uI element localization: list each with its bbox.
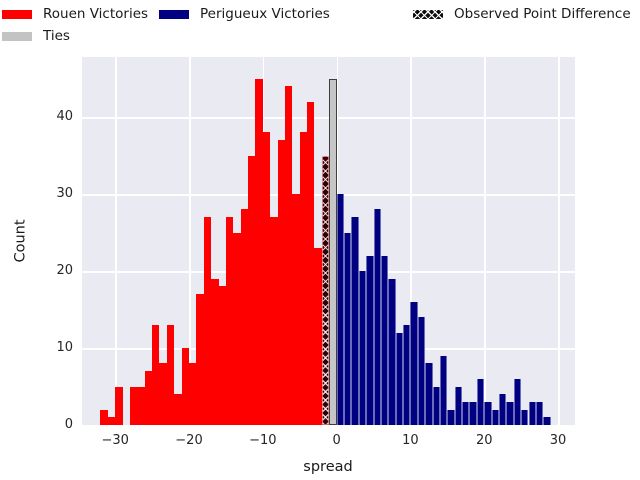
bar-perigueux <box>513 378 522 425</box>
bar-rouen <box>211 278 219 425</box>
gridline-vertical <box>115 57 117 425</box>
bar-perigueux <box>454 386 463 425</box>
bar-rouen <box>115 386 123 425</box>
y-tick-label: 0 <box>64 417 73 432</box>
bar-perigueux <box>351 217 359 425</box>
gridline-vertical <box>410 57 412 425</box>
bar-rouen <box>262 132 271 425</box>
bar-perigueux <box>403 324 411 425</box>
bar-perigueux <box>462 401 470 425</box>
bar-perigueux <box>336 194 344 425</box>
bar-perigueux <box>373 209 381 425</box>
bar-rouen <box>159 363 167 425</box>
x-tick-label: −30 <box>101 433 129 448</box>
bar-rouen <box>196 294 204 425</box>
bar-rouen <box>189 363 197 425</box>
bar-rouen <box>203 217 212 425</box>
y-axis-label: Count <box>12 219 29 263</box>
bar-observed <box>321 155 330 425</box>
bar-rouen <box>100 409 108 425</box>
bar-rouen <box>314 247 322 425</box>
bar-rouen <box>129 386 138 425</box>
bar-perigueux <box>543 417 551 425</box>
gridline-vertical <box>189 57 191 425</box>
bar-perigueux <box>380 255 389 425</box>
x-tick-label: 30 <box>549 433 567 448</box>
bar-ties <box>329 78 337 425</box>
bar-perigueux <box>506 401 514 425</box>
bar-perigueux <box>358 271 367 425</box>
bar-rouen <box>152 324 160 425</box>
bar-rouen <box>107 417 116 425</box>
bar-perigueux <box>410 301 418 425</box>
plot-area: −30 −20 −10 0 10 20 30 0 10 20 30 40 <box>56 57 575 448</box>
x-tick-label: 10 <box>402 433 419 448</box>
legend-label: Observed Point Difference <box>454 6 631 22</box>
bar-perigueux <box>425 363 433 425</box>
bar-perigueux <box>469 401 477 425</box>
x-tick-label: 20 <box>475 433 493 448</box>
bar-rouen <box>284 86 293 425</box>
gridline-vertical <box>558 57 560 425</box>
y-tick-label: 20 <box>56 263 73 279</box>
bar-perigueux <box>476 378 485 425</box>
gridline-vertical <box>484 57 486 425</box>
bar-perigueux <box>417 317 426 425</box>
bar-perigueux <box>395 332 404 425</box>
bar-perigueux <box>366 255 374 425</box>
bar-rouen <box>174 394 182 425</box>
bar-perigueux <box>491 409 499 425</box>
y-tick-label: 40 <box>56 109 73 125</box>
bar-perigueux <box>484 401 492 425</box>
bar-perigueux <box>388 278 396 425</box>
y-tick-label: 30 <box>56 186 73 202</box>
legend-item-ties: Ties <box>2 28 70 44</box>
bar-perigueux <box>528 401 536 425</box>
bar-rouen <box>240 209 249 425</box>
bar-rouen <box>277 140 285 425</box>
legend-item-observed: Observed Point Difference <box>413 6 631 22</box>
legend-item-perigueux: Perigueux Victories <box>159 6 330 22</box>
bar-rouen <box>144 371 153 425</box>
bar-rouen <box>292 194 300 425</box>
bar-perigueux <box>498 394 507 425</box>
x-axis-label: spread <box>303 459 353 475</box>
bar-perigueux <box>343 232 352 425</box>
bar-rouen <box>181 348 189 425</box>
ties-swatch-icon <box>2 31 32 41</box>
bar-rouen <box>218 286 226 425</box>
legend-label: Rouen Victories <box>43 6 149 22</box>
x-tick-label: −10 <box>249 433 277 448</box>
gridline-horizontal <box>82 117 575 119</box>
legend-label: Perigueux Victories <box>200 6 330 22</box>
bar-perigueux <box>432 386 440 425</box>
bar-perigueux <box>535 401 544 425</box>
hatched-swatch-icon <box>413 9 443 19</box>
legend-label: Ties <box>43 28 70 44</box>
bar-rouen <box>307 101 315 425</box>
bar-rouen <box>233 232 241 425</box>
bar-rouen <box>299 132 308 425</box>
x-tick-label: 0 <box>332 433 341 448</box>
bar-rouen <box>270 217 278 425</box>
bar-perigueux <box>447 409 455 425</box>
bar-rouen <box>166 324 175 425</box>
perigueux-swatch-icon <box>159 9 189 19</box>
bar-rouen <box>225 217 234 425</box>
bar-rouen <box>248 155 256 425</box>
legend-item-rouen: Rouen Victories <box>2 6 148 22</box>
bar-rouen <box>137 386 145 425</box>
bar-perigueux <box>439 355 448 425</box>
bar-perigueux <box>521 409 529 425</box>
rouen-swatch-icon <box>2 9 32 19</box>
x-tick-label: −20 <box>175 433 203 448</box>
y-tick-label: 10 <box>56 340 73 355</box>
bar-rouen <box>255 78 263 425</box>
